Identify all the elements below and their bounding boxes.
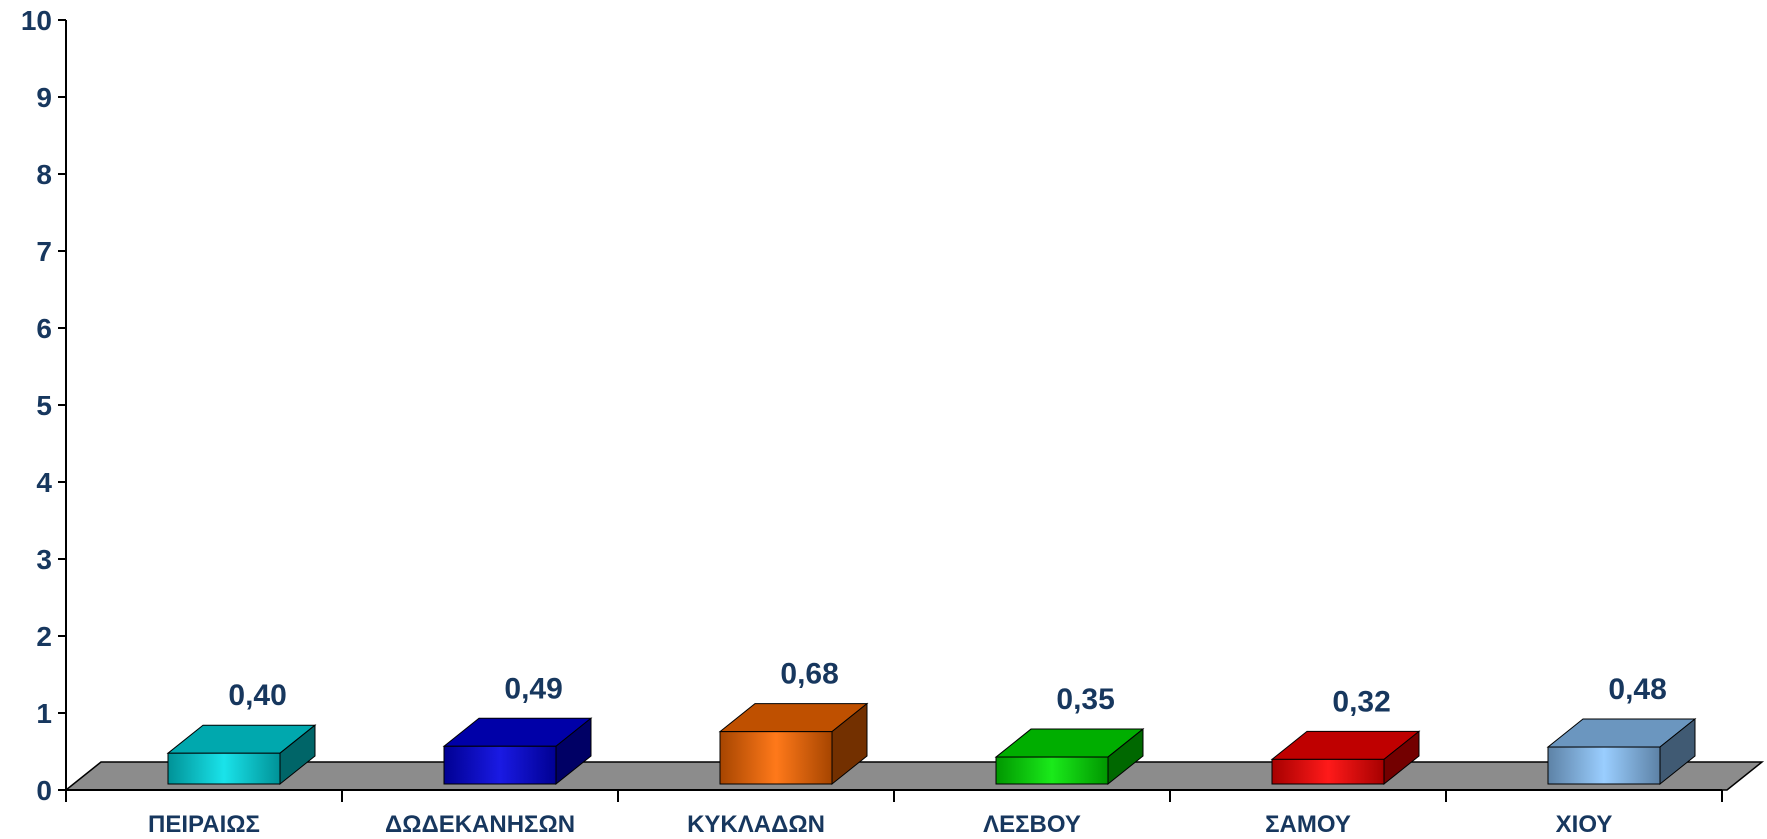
bar: [166, 724, 317, 786]
bar-front-face: [1547, 746, 1661, 785]
data-label: 0,48: [1608, 673, 1666, 706]
y-tick-label: 5: [36, 390, 52, 421]
y-tick-label: 1: [36, 698, 52, 729]
x-category-label: ΧΙΟΥ: [1556, 811, 1613, 838]
bar-front-face: [719, 731, 833, 785]
y-tick-label: 6: [36, 313, 52, 344]
data-label: 0,35: [1056, 683, 1114, 716]
y-tick-label: 7: [36, 236, 52, 267]
y-tick-label: 4: [36, 467, 52, 498]
bar: [994, 728, 1145, 786]
x-category-label: ΔΩΔΕΚΑΝΗΣΩΝ: [385, 811, 575, 838]
bar-front-face: [1271, 758, 1385, 785]
y-tick-label: 0: [36, 775, 52, 806]
y-tick-label: 2: [36, 621, 52, 652]
bar-front-face: [995, 756, 1109, 785]
data-label: 0,32: [1332, 685, 1390, 718]
y-tick-label: 3: [36, 544, 52, 575]
x-category-label: ΚΥΚΛΑΔΩΝ: [687, 811, 825, 838]
bar-front-face: [443, 745, 557, 785]
bar: [1546, 717, 1697, 786]
y-tick-label: 10: [21, 5, 52, 36]
bar: [442, 717, 593, 786]
chart-floor: [63, 761, 1765, 791]
x-category-label: ΠΕΙΡΑΙΩΣ: [148, 811, 260, 838]
bar-front-face: [167, 752, 281, 785]
x-category-label: ΣΑΜΟΥ: [1265, 811, 1351, 838]
bar: [718, 702, 869, 786]
y-tick-label: 8: [36, 159, 52, 190]
data-label: 0,68: [780, 658, 838, 691]
data-label: 0,40: [228, 679, 286, 712]
data-label: 0,49: [504, 672, 562, 705]
bar: [1270, 730, 1421, 786]
y-tick-label: 9: [36, 82, 52, 113]
x-category-label: ΛΕΣΒΟΥ: [983, 811, 1081, 838]
